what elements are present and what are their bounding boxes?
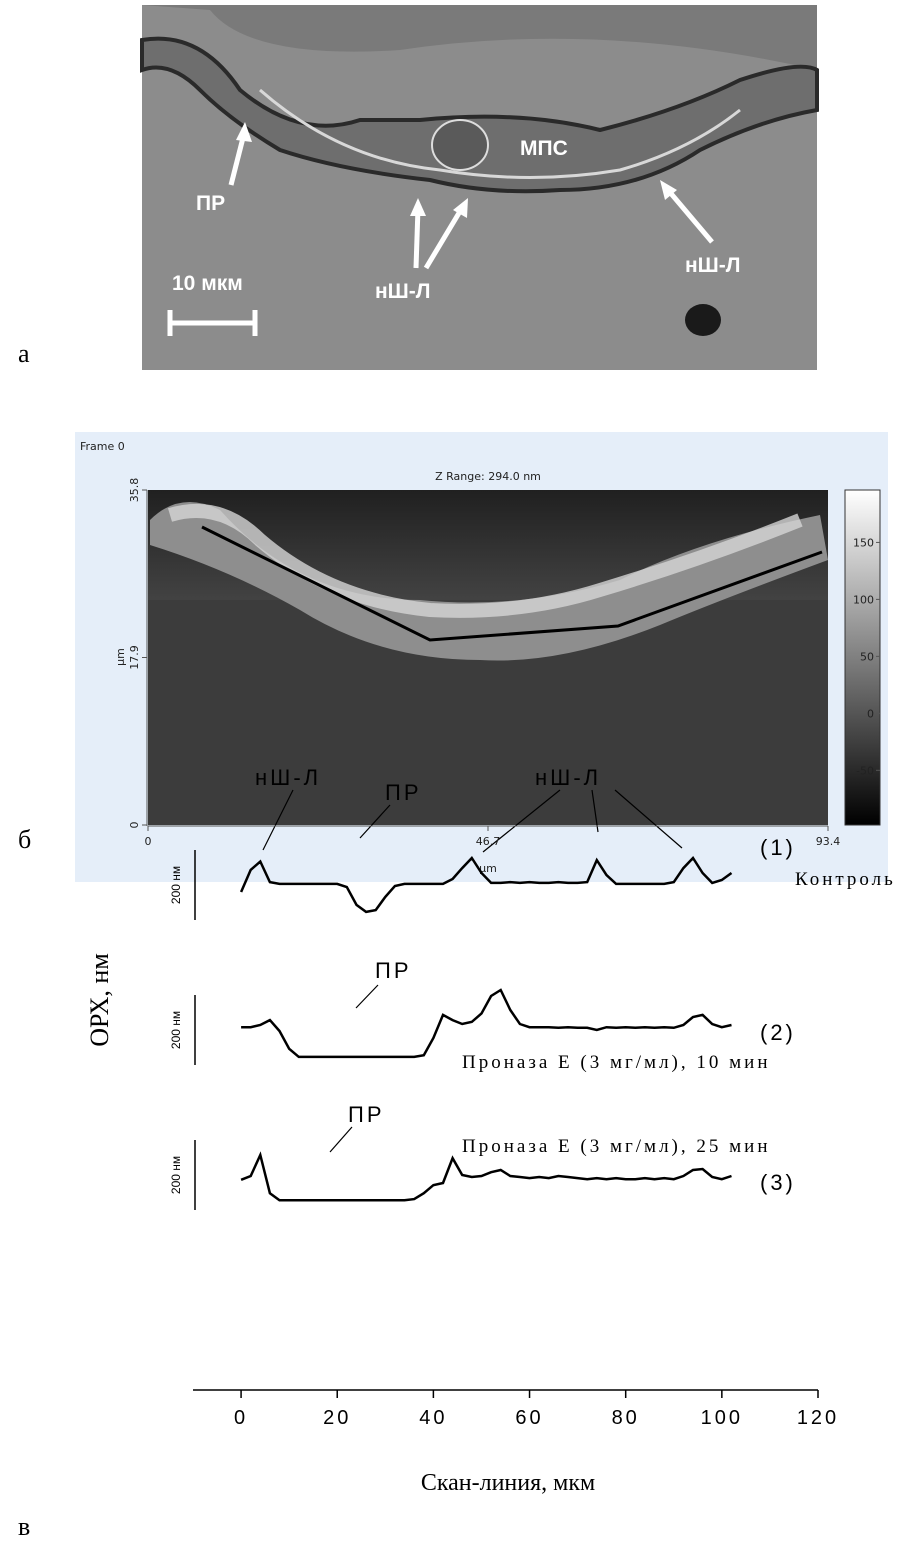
colorbar-tick-label: 150 [853, 536, 874, 549]
series-label: Контроль [795, 869, 896, 890]
label: ПР [196, 192, 225, 215]
frame-title: Frame 0 [80, 440, 125, 453]
afm-image [148, 490, 828, 825]
scale-bar-label: 200 нм [169, 1156, 183, 1194]
scale-label: 10 мкм [172, 272, 243, 295]
series-label: Проназа Е (3 мг/мл), 25 мин [462, 1136, 770, 1157]
x-tick-label: 0 [234, 1407, 248, 1429]
colorbar-tick-label: 50 [860, 650, 874, 663]
y-axis-label: ОРХ, нм [85, 953, 114, 1047]
y-tick-label: 35.8 [128, 478, 141, 503]
x-tick-label: 40 [419, 1407, 447, 1429]
panel-label: а [18, 339, 30, 368]
x-tick-label: 46.7 [476, 835, 501, 848]
colorbar-tick-label: 0 [867, 707, 874, 720]
x-axis-label: Скан-линия, мкм [421, 1470, 595, 1496]
annotation: ПР [375, 958, 412, 983]
colorbar [844, 489, 881, 826]
x-tick-label: 100 [701, 1407, 743, 1429]
micrograph [140, 5, 819, 370]
colorbar-tick-label: -50 [856, 764, 874, 777]
label: нШ-Л [685, 254, 741, 277]
z-range: Z Range: 294.0 nm [435, 470, 541, 483]
y-tick-label: 0 [128, 822, 141, 829]
panel-label: в [18, 1512, 30, 1541]
x-tick-label: 60 [515, 1407, 543, 1429]
colorbar-tick-label: 100 [853, 593, 874, 606]
y-tick-label: 17.9 [128, 645, 141, 670]
annotation: (1) [760, 835, 796, 860]
panel-label: б [18, 825, 31, 854]
annotation: (2) [760, 1020, 796, 1045]
annotation: ПР [385, 780, 422, 805]
annotation: ПР [348, 1102, 385, 1127]
x-axis-label: µm [479, 862, 497, 875]
series-label: Проназа Е (3 мг/мл), 10 мин [462, 1052, 770, 1073]
label: МПС [520, 137, 568, 160]
annotation: нШ-Л [255, 765, 321, 790]
x-tick-label: 20 [323, 1407, 351, 1429]
annotation: (3) [760, 1170, 796, 1195]
x-tick-label: 0 [145, 835, 152, 848]
arrows [262, 789, 683, 1153]
label: нШ-Л [375, 280, 431, 303]
x-tick-label: 93.4 [816, 835, 841, 848]
scale-bar-label: 200 нм [169, 866, 183, 904]
profile-line [241, 988, 732, 1059]
scale-bar-label: 200 нм [169, 1011, 183, 1049]
annotation: нШ-Л [535, 765, 601, 790]
profile-line [240, 1151, 732, 1202]
x-tick-label: 120 [797, 1407, 839, 1429]
y-axis-label: µm [114, 648, 127, 666]
profile-line [239, 855, 733, 914]
x-tick-label: 80 [612, 1407, 640, 1429]
